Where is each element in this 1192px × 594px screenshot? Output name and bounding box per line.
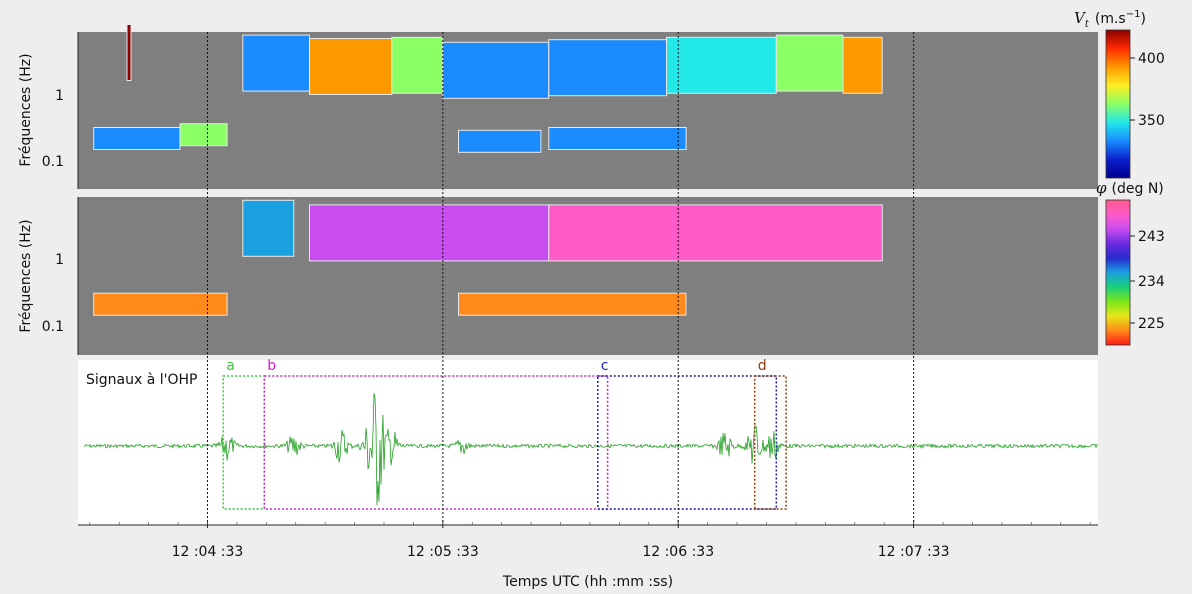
direction-blob-2 xyxy=(548,204,883,262)
direction-colorbar xyxy=(1105,199,1131,346)
interval-box-a xyxy=(222,375,266,510)
interval-box-c xyxy=(597,375,778,510)
signal-line xyxy=(83,393,1099,506)
x-tick-label: 12 :07 :33 xyxy=(878,544,950,560)
velocity-blob-8 xyxy=(842,36,883,94)
velocity-ytick-0.1: 0.1 xyxy=(42,154,64,170)
velocity-ytick-1: 1 xyxy=(55,88,64,104)
direction-ytick-1: 1 xyxy=(55,252,64,268)
direction-cbar-tick-234: 234 xyxy=(1138,274,1165,290)
direction-colorbar-label: φ (deg N) xyxy=(1096,179,1164,197)
interval-label-c: c xyxy=(601,358,609,374)
velocity-y-axis: 1 0.1 Fréquences (Hz) xyxy=(18,32,79,189)
velocity-blob-1 xyxy=(242,34,310,92)
interval-box-d xyxy=(753,375,787,510)
direction-cbar-tick-225: 225 xyxy=(1138,316,1165,332)
interval-label-b: b xyxy=(267,358,276,374)
velocity-blob-12 xyxy=(548,127,687,150)
direction-ylabel: Fréquences (Hz) xyxy=(18,219,34,332)
velocity-colorbar-ticks: 400 350 xyxy=(1130,51,1165,129)
velocity-blob-11 xyxy=(458,129,542,153)
velocity-blob-0 xyxy=(126,24,132,81)
velocity-blob-10 xyxy=(179,123,228,147)
velocity-blob-5 xyxy=(548,39,667,97)
velocity-ylabel: Fréquences (Hz) xyxy=(18,53,34,166)
direction-y-axis: 1 0.1 Fréquences (Hz) xyxy=(18,197,79,355)
direction-blob-1 xyxy=(309,204,550,262)
velocity-blob-2 xyxy=(309,38,393,95)
velocity-cbar-tick-400: 400 xyxy=(1138,51,1165,67)
direction-colorbar-ticks: 243 234 225 xyxy=(1130,229,1165,332)
direction-blob-3 xyxy=(93,292,228,316)
direction-ytick-0.1: 0.1 xyxy=(42,319,64,335)
velocity-colorbar-label: Vt (m.s−1) xyxy=(1074,9,1146,30)
direction-blob-0 xyxy=(242,199,295,257)
velocity-blob-6 xyxy=(666,36,777,94)
direction-cbar-tick-243: 243 xyxy=(1138,229,1165,245)
direction-blob-4 xyxy=(458,292,687,316)
interval-label-d: d xyxy=(758,358,767,374)
x-tick-label: 12 :05 :33 xyxy=(407,544,479,560)
direction-heatmap xyxy=(93,199,883,316)
velocity-colorbar xyxy=(1105,29,1131,179)
interval-boxes: a b c d xyxy=(222,358,787,510)
interval-box-b xyxy=(263,375,609,510)
interval-label-a: a xyxy=(226,358,235,374)
velocity-blob-7 xyxy=(775,34,844,92)
velocity-cbar-tick-350: 350 xyxy=(1138,113,1165,129)
velocity-blob-4 xyxy=(442,41,550,99)
signal-trace xyxy=(83,393,1099,506)
x-tick-label: 12 :04 :33 xyxy=(172,544,244,560)
velocity-blob-9 xyxy=(93,127,181,150)
velocity-blob-3 xyxy=(391,36,444,94)
x-axis-label: Temps UTC (hh :mm :ss) xyxy=(502,574,673,590)
signal-panel-title: Signaux à l'OHP xyxy=(86,372,197,388)
signal-panel-background xyxy=(78,360,1098,525)
x-axis: 12 :04 :33 12 :05 :33 12 :06 :33 12 :07 :33 xyxy=(78,520,1098,560)
x-tick-label: 12 :06 :33 xyxy=(642,544,714,560)
